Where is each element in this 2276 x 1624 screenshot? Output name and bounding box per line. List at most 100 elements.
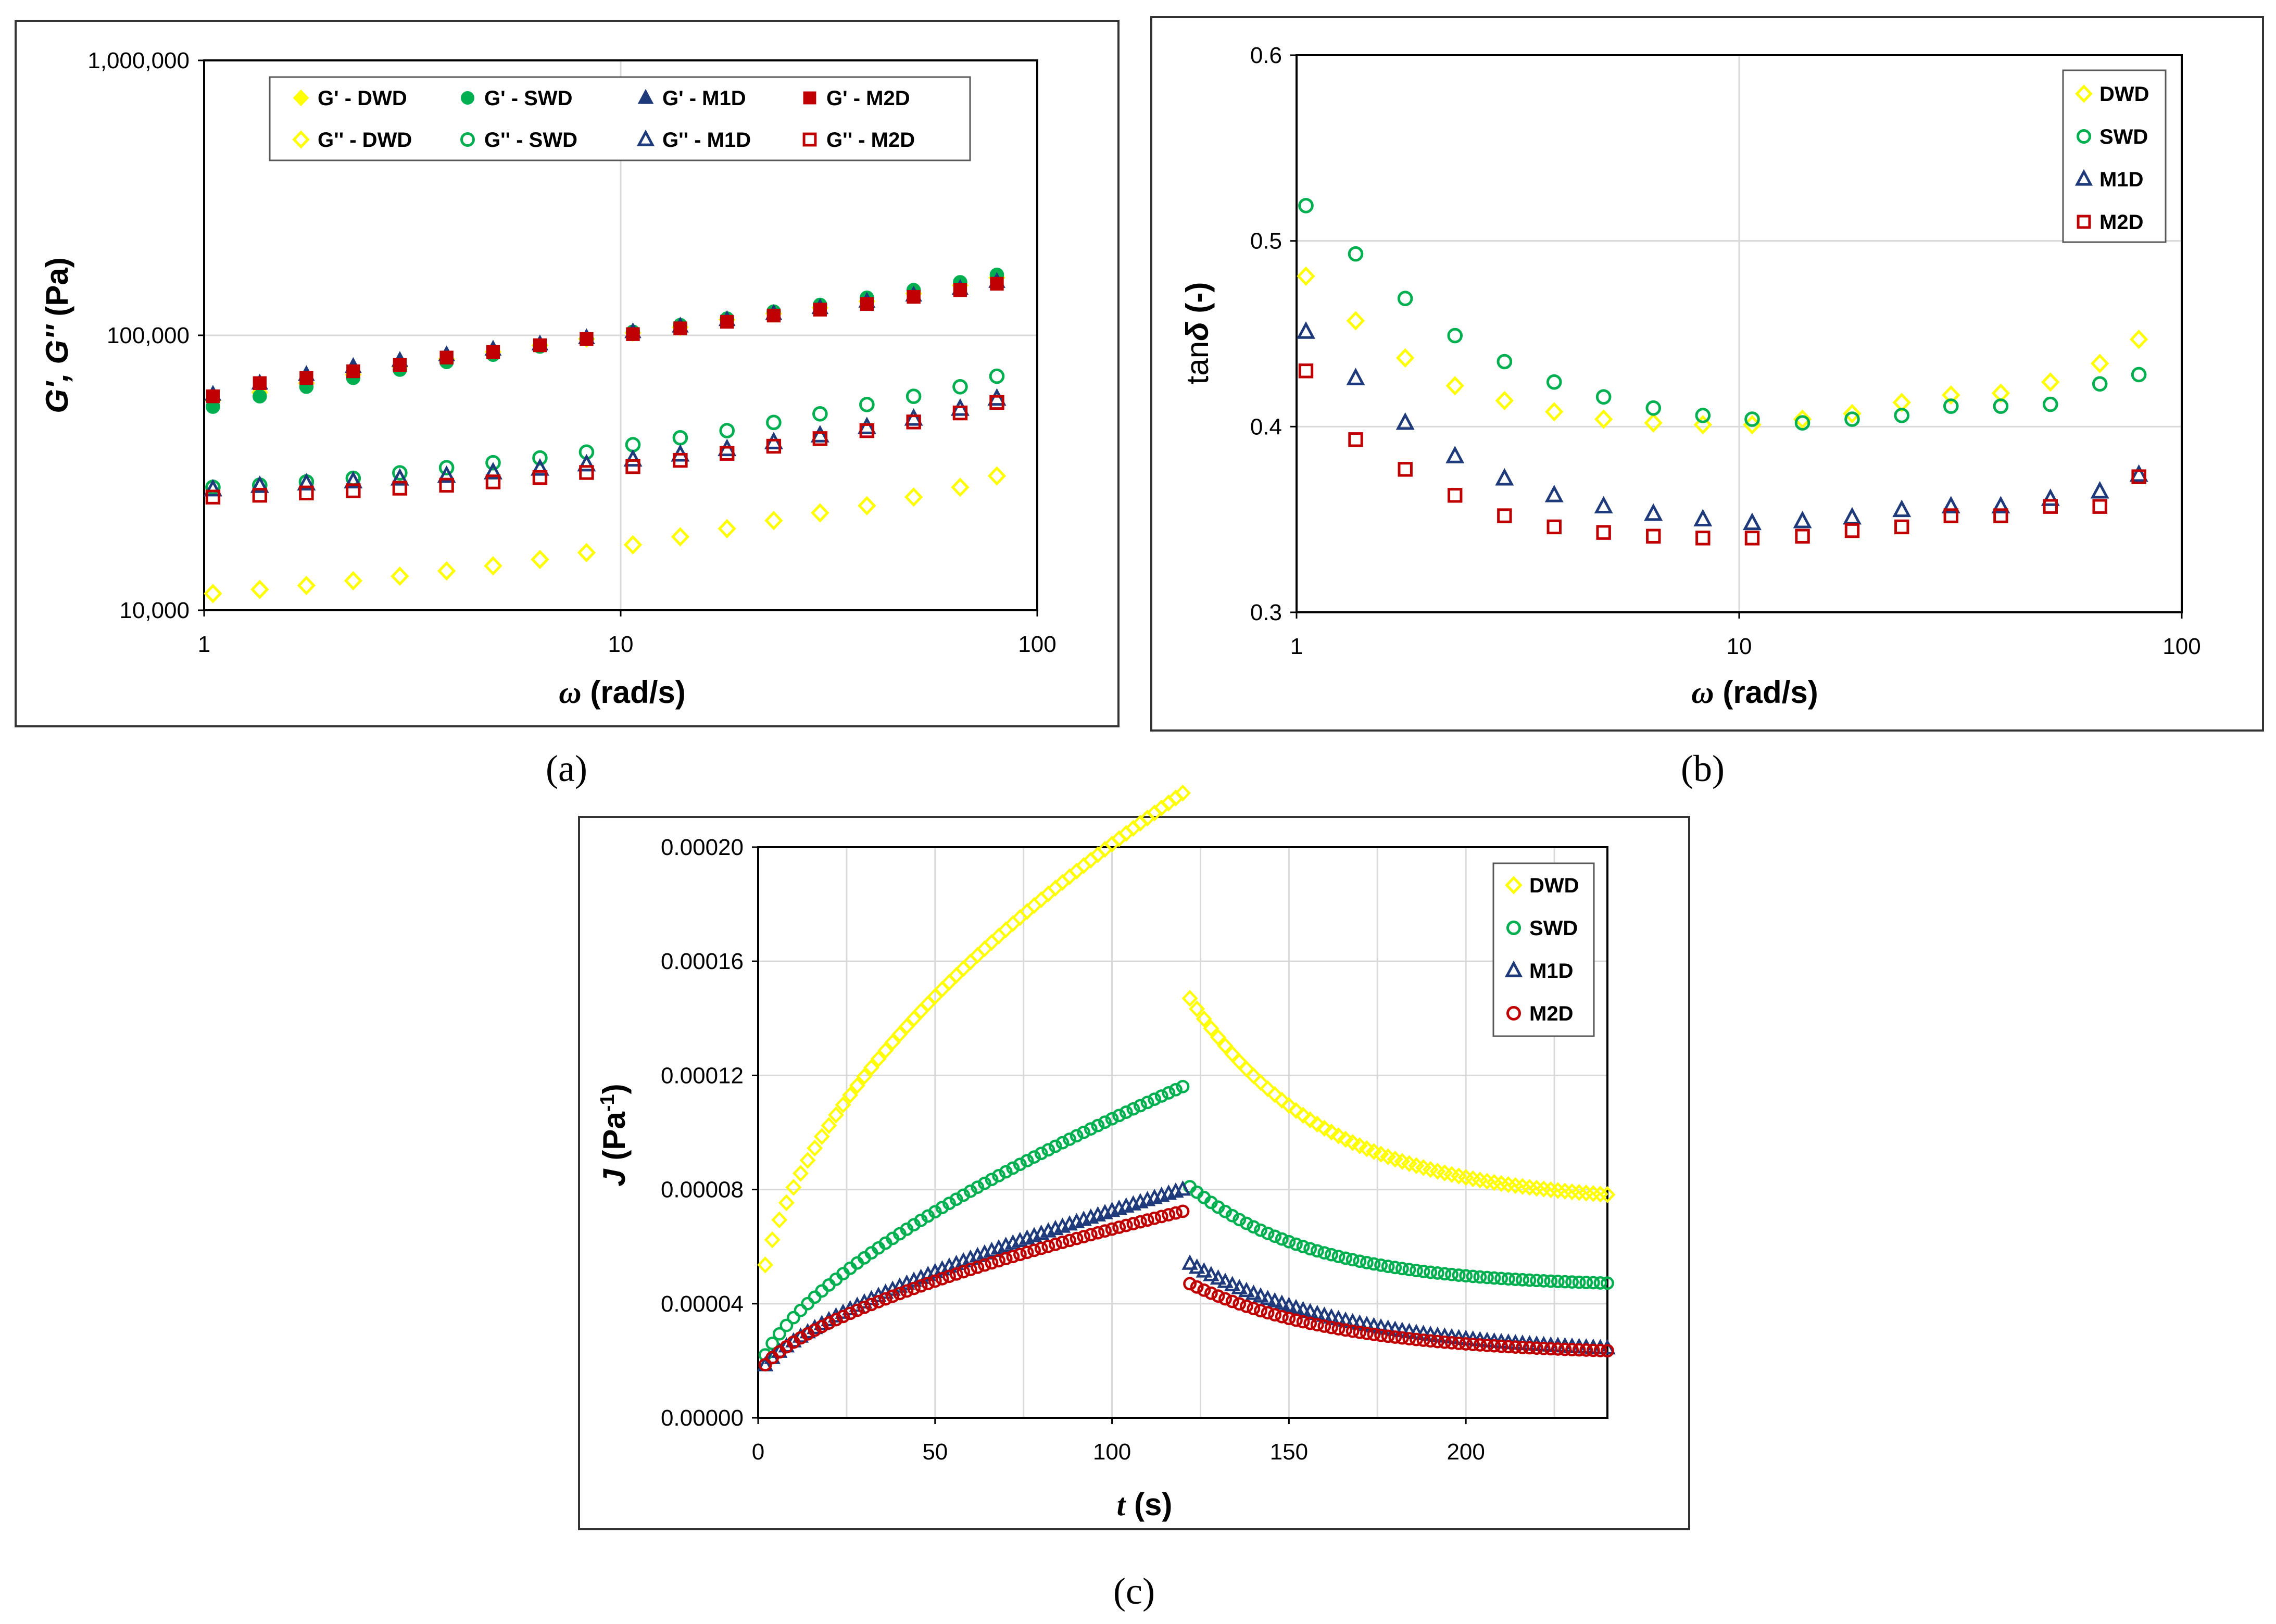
- data-point: [952, 379, 968, 395]
- data-point: [1551, 1342, 1565, 1356]
- x-axis-label: ω (rad/s): [1691, 675, 1818, 710]
- x-axis-unit: (s): [1125, 1487, 1172, 1522]
- data-point: [1310, 1244, 1324, 1258]
- data-point: [807, 1139, 823, 1157]
- data-point: [799, 1323, 816, 1339]
- data-point: [1579, 1343, 1593, 1357]
- data-point: [864, 1298, 878, 1312]
- data-point: [346, 483, 361, 498]
- data-point: [1162, 1208, 1176, 1222]
- data-point: [928, 1274, 942, 1288]
- data-point: [1565, 1343, 1579, 1356]
- data-point: [1424, 1334, 1438, 1348]
- data-point: [971, 1260, 985, 1274]
- data-point: [485, 455, 501, 471]
- data-point: [626, 327, 640, 341]
- y-axis-unit: (Pa): [40, 257, 74, 325]
- data-point: [1204, 1286, 1218, 1300]
- data-point: [439, 350, 454, 364]
- data-point: [1359, 1315, 1375, 1331]
- legend-marker: [1504, 960, 1523, 977]
- data-point: [1459, 1269, 1473, 1283]
- data-point: [1466, 1338, 1480, 1351]
- x-tick-label: 150: [1270, 1439, 1308, 1465]
- x-tick-label: 100: [1018, 632, 1056, 657]
- series-m2d: [758, 1204, 1614, 1371]
- data-point: [1398, 462, 1413, 477]
- data-point: [1445, 1336, 1458, 1350]
- data-point: [1353, 1254, 1367, 1268]
- data-point: [771, 1211, 788, 1229]
- data-point: [1381, 1329, 1395, 1343]
- data-point: [1843, 404, 1862, 423]
- data-point: [992, 1254, 1006, 1268]
- data-point: [1395, 1331, 1409, 1345]
- data-point: [793, 1165, 809, 1182]
- data-point: [810, 425, 829, 443]
- data-point: [1501, 1340, 1515, 1354]
- data-point: [1331, 1250, 1346, 1264]
- data-point: [1395, 412, 1415, 430]
- y-axis-superscript: -1: [597, 1094, 619, 1112]
- data-point: [1211, 1289, 1225, 1303]
- data-point: [250, 475, 269, 493]
- data-point: [1239, 1216, 1253, 1230]
- data-point: [1596, 525, 1611, 540]
- data-point: [1447, 328, 1463, 344]
- data-point: [1601, 1276, 1614, 1290]
- data-point: [1644, 413, 1663, 433]
- data-point: [794, 1331, 808, 1345]
- data-point: [1586, 1276, 1600, 1290]
- data-point: [1055, 1136, 1070, 1150]
- legend-marker: [1506, 921, 1521, 935]
- data-point: [1408, 1324, 1425, 1339]
- data-point: [1645, 400, 1662, 416]
- data-point: [992, 1168, 1006, 1182]
- data-point: [1430, 1266, 1444, 1280]
- data-point: [204, 584, 222, 603]
- legend-label: G'' - M2D: [826, 129, 915, 152]
- data-point: [1233, 1213, 1247, 1227]
- data-point: [1693, 415, 1713, 435]
- data-point: [1217, 1037, 1234, 1054]
- data-point: [1424, 1265, 1438, 1279]
- data-point: [205, 489, 221, 505]
- data-point: [1098, 1115, 1112, 1129]
- data-point: [1288, 1102, 1304, 1119]
- data-point: [1175, 784, 1191, 802]
- data-point: [1844, 523, 1860, 538]
- data-point: [1247, 1220, 1261, 1234]
- data-point: [580, 332, 594, 346]
- y-axis-prefix: tan: [1180, 341, 1215, 384]
- data-point: [2092, 376, 2108, 392]
- data-point: [829, 1313, 843, 1327]
- chart-c: 0 50 100 150 200 0.00000 0.00004 0.00008 0.00012…: [597, 784, 1616, 1522]
- legend: G' - DWD G' - SWD G' - M1D G' - M2D G'' - DW…: [269, 76, 971, 161]
- data-point: [1544, 1274, 1558, 1288]
- data-point: [1154, 1210, 1168, 1224]
- data-point: [437, 465, 456, 483]
- data-point: [1126, 1102, 1140, 1116]
- data-point: [673, 452, 688, 468]
- data-point: [485, 474, 501, 489]
- chart-b: 1 10 100 0.3 0.4 0.5 0.6 DWD SWD M1D M2D ω (rad/s) t…: [1180, 43, 2201, 710]
- data-point: [1594, 496, 1613, 513]
- legend-label: SWD: [2099, 125, 2148, 148]
- data-point: [766, 438, 782, 454]
- data-point: [990, 276, 1004, 291]
- data-point: [1346, 1324, 1360, 1338]
- data-point: [1558, 1342, 1572, 1356]
- legend-label: G'' - SWD: [484, 129, 577, 152]
- legend-marker: [2077, 215, 2091, 229]
- data-point: [1302, 1111, 1318, 1129]
- data-point: [1644, 503, 1663, 521]
- legend-marker: [2074, 169, 2093, 186]
- data-point: [1261, 1306, 1275, 1320]
- data-point: [1388, 1261, 1402, 1275]
- legend: DWD SWD M1D M2D: [1492, 862, 1595, 1037]
- data-point: [1289, 1237, 1303, 1251]
- data-point: [787, 1311, 800, 1325]
- series-g-m2d: [205, 395, 1004, 505]
- data-point: [1275, 1310, 1289, 1324]
